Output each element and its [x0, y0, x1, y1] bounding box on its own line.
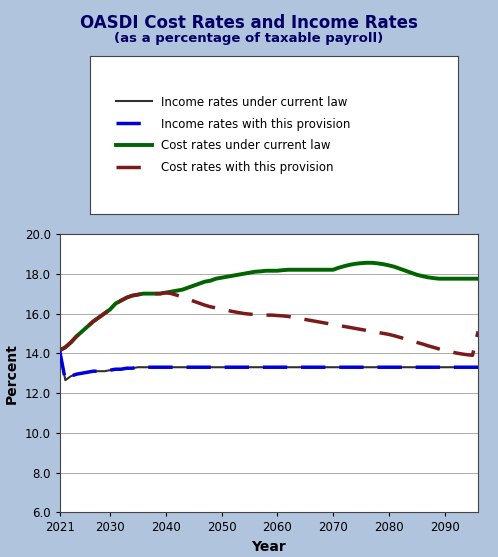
X-axis label: Year: Year — [251, 540, 286, 554]
Legend: Income rates under current law, Income rates with this provision, Cost rates und: Income rates under current law, Income r… — [110, 90, 357, 180]
Y-axis label: Percent: Percent — [5, 343, 19, 404]
Text: (as a percentage of taxable payroll): (as a percentage of taxable payroll) — [115, 32, 383, 45]
Text: OASDI Cost Rates and Income Rates: OASDI Cost Rates and Income Rates — [80, 14, 418, 32]
